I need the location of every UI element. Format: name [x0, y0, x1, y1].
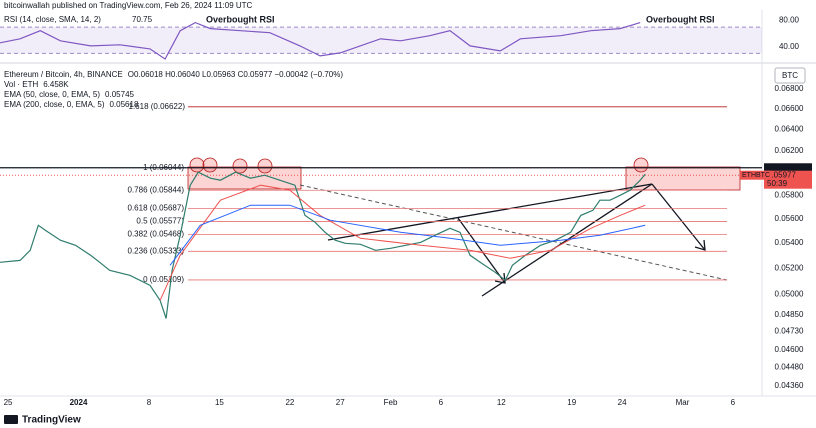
rsi-legend-value: 70.75: [132, 15, 153, 24]
circle: [257, 158, 273, 174]
currency-button[interactable]: [774, 67, 806, 84]
arrow: [457, 217, 506, 284]
circle: [202, 157, 218, 173]
x-tick-label: 6: [731, 398, 736, 407]
wedge: [327, 183, 706, 297]
y-tick-label: 0.06600: [775, 104, 804, 113]
y-tick-label: 0.05000: [775, 289, 804, 298]
x-tick-label: Mar: [676, 398, 690, 407]
footer-brand: TradingView: [22, 415, 81, 426]
fib-label: 0.786 (0.05844): [128, 185, 185, 194]
annotation: Overbought RSI: [646, 14, 715, 24]
annotation: Overbought RSI: [206, 14, 275, 24]
rsi-legend: RSI (14, close, SMA, 14, 2): [4, 15, 101, 24]
line-series: [159, 184, 646, 301]
price-tag: [764, 163, 812, 173]
dashed-trend: [299, 184, 728, 281]
circle: [633, 157, 649, 173]
price-tag-label: 0.06044: [767, 163, 796, 172]
y-tick-label: 0.04730: [775, 326, 804, 335]
supply-zone: [187, 166, 302, 190]
x-tick-label: 8: [147, 398, 152, 407]
wedge-lower: [481, 183, 653, 297]
fib-label: 0.5 (0.05577): [136, 217, 184, 226]
x-tick-label: 2024: [70, 398, 88, 407]
rsi-band: [0, 27, 762, 54]
x-tick-label: 22: [285, 398, 294, 407]
y-tick-label: 0.05800: [775, 190, 804, 199]
y-tick-label: 80.00: [779, 16, 800, 25]
x-tick-label: Feb: [384, 398, 398, 407]
circle: [189, 157, 205, 173]
legend-value: 0.05745: [105, 90, 134, 99]
fib-label: 0.618 (0.05687): [128, 204, 185, 213]
circle: [232, 158, 248, 174]
legend-label: Vol · ETH: [4, 80, 38, 89]
x-tick-label: 25: [4, 398, 13, 407]
x-tick-label: 12: [497, 398, 506, 407]
y-tick-label: 0.06800: [775, 84, 804, 93]
legend-label: Ethereum / Bitcoin, 4h, BINANCE: [4, 70, 123, 79]
countdown: 50:39: [767, 179, 788, 188]
y-tick-label: 0.04850: [775, 310, 804, 319]
fib-label: 0 (0.05109): [143, 275, 184, 284]
y-tick-label: 0.06200: [775, 146, 804, 155]
symbol-tag-label: ETHBTC: [742, 172, 770, 179]
symbol-tag: [740, 170, 772, 180]
y-tick-label: 0.06400: [775, 125, 804, 134]
arrow: [651, 183, 706, 251]
fib-label: 0.236 (0.05333): [128, 246, 185, 255]
line-series: [169, 204, 646, 266]
price-tag: [764, 170, 812, 189]
legend-label: EMA (200, close, 0, EMA, 5): [4, 100, 105, 109]
y-tick-label: 0.05400: [775, 238, 804, 247]
y-tick-label: 0.05600: [775, 214, 804, 223]
x-tick-label: 27: [336, 398, 345, 407]
legend-value: 6.458K: [43, 80, 69, 89]
y-tick-label: 0.05200: [775, 263, 804, 272]
x-tick-label: 6: [439, 398, 444, 407]
fib-label: 0.382 (0.05468): [128, 230, 185, 239]
wedge-upper: [327, 183, 653, 241]
logo: [4, 415, 18, 424]
arrow-head: [494, 272, 506, 284]
x-tick-label: 15: [215, 398, 224, 407]
y-tick-label: 0.04480: [775, 363, 804, 372]
legend-label: EMA (50, close, 0, EMA, 5): [4, 90, 100, 99]
currency-label: BTC: [782, 71, 798, 80]
x-tick-label: 19: [567, 398, 576, 407]
highlight-circles: [189, 157, 649, 174]
header: bitcoinwallah published on TradingView.c…: [4, 1, 253, 10]
legend-value: 0.05618: [109, 100, 138, 109]
line-series: [0, 21, 641, 60]
price-tag-label: 0.05977: [767, 170, 796, 179]
y-tick-label: 40.00: [779, 42, 800, 51]
y-tick-label: 0.04600: [775, 345, 804, 354]
arrow-head: [694, 239, 706, 251]
legend-value: O0.06018 H0.06040 L0.05963 C0.05977 −0.0…: [128, 70, 344, 79]
x-tick-label: 24: [618, 398, 627, 407]
y-tick-label: 0.04360: [775, 381, 804, 390]
fib-label: 1.618 (0.06622): [129, 102, 186, 111]
